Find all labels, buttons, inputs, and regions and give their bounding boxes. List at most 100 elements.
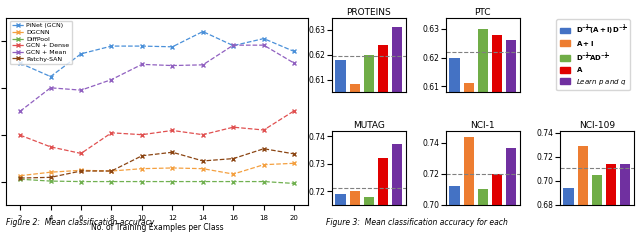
Bar [449, 186, 460, 250]
Bar [392, 28, 403, 250]
Bar [392, 144, 403, 250]
GCN + Mean [260, 44, 268, 47]
GCN + Dense [108, 131, 115, 134]
PiNet (GCN) [230, 44, 237, 47]
Bar [492, 174, 502, 250]
Bar [592, 175, 602, 250]
Patchy-SAN [230, 157, 237, 160]
Title: NCI-109: NCI-109 [579, 121, 615, 130]
Line: PiNet (GCN): PiNet (GCN) [18, 30, 296, 79]
Line: Patchy-SAN: Patchy-SAN [18, 147, 296, 180]
PiNet (GCN) [108, 44, 115, 48]
GCN + Mean [47, 86, 54, 89]
PiNet (GCN) [168, 45, 176, 48]
PiNet (GCN) [16, 62, 24, 65]
Bar [349, 84, 360, 250]
GCN + Mean [77, 89, 85, 92]
Bar [364, 197, 374, 250]
Bar [335, 194, 346, 250]
DiffPool [108, 180, 115, 183]
Bar [378, 158, 388, 250]
GCN + Dense [168, 129, 176, 132]
Bar [364, 55, 374, 250]
DGCNN [108, 170, 115, 172]
PiNet (GCN) [77, 52, 85, 55]
GCN + Mean [230, 44, 237, 47]
Legend: $\mathbf{D^{-\frac{1}{2}}(A + I)D^{-\frac{1}{2}}}$, $\mathbf{A + I}$, $\mathbf{D: $\mathbf{D^{-\frac{1}{2}}(A + I)D^{-\fra… [556, 19, 630, 90]
Bar [477, 190, 488, 250]
Bar [506, 148, 516, 250]
Patchy-SAN [108, 170, 115, 172]
Text: Figure 3:  Mean classification accuracy for each: Figure 3: Mean classification accuracy f… [326, 218, 508, 227]
Bar [463, 83, 474, 250]
GCN + Dense [16, 134, 24, 137]
Bar [577, 146, 588, 250]
DiffPool [291, 182, 298, 185]
Bar [606, 164, 616, 250]
Bar [335, 60, 346, 250]
GCN + Dense [230, 126, 237, 129]
DiffPool [168, 180, 176, 183]
GCN + Mean [291, 62, 298, 65]
DGCNN [168, 166, 176, 170]
GCN + Mean [16, 110, 24, 113]
DGCNN [230, 172, 237, 176]
GCN + Mean [108, 78, 115, 81]
DiffPool [230, 180, 237, 183]
Patchy-SAN [77, 170, 85, 172]
Bar [463, 137, 474, 250]
GCN + Dense [199, 133, 207, 136]
DiffPool [199, 180, 207, 183]
GCN + Mean [138, 63, 146, 66]
Patchy-SAN [199, 160, 207, 162]
GCN + Mean [199, 63, 207, 66]
Legend: PiNet (GCN), DGCNN, DiffPool, GCN + Dense, GCN + Mean, Patchy-SAN: PiNet (GCN), DGCNN, DiffPool, GCN + Dens… [10, 21, 72, 64]
DGCNN [47, 171, 54, 174]
DiffPool [138, 180, 146, 183]
PiNet (GCN) [260, 37, 268, 40]
GCN + Dense [47, 145, 54, 148]
Line: GCN + Mean: GCN + Mean [18, 43, 296, 113]
Patchy-SAN [260, 147, 268, 150]
GCN + Mean [168, 64, 176, 67]
Bar [506, 40, 516, 250]
Title: NCI-1: NCI-1 [470, 121, 495, 130]
DGCNN [199, 167, 207, 170]
DiffPool [260, 180, 268, 183]
Patchy-SAN [138, 154, 146, 157]
Text: Figure 2:  Mean classification accuracy: Figure 2: Mean classification accuracy [6, 218, 155, 227]
Bar [620, 164, 630, 250]
DGCNN [77, 169, 85, 172]
Patchy-SAN [47, 176, 54, 179]
Bar [349, 191, 360, 250]
GCN + Dense [260, 128, 268, 132]
Bar [492, 35, 502, 250]
DGCNN [138, 167, 146, 170]
X-axis label: No. of Training Examples per Class: No. of Training Examples per Class [91, 224, 223, 232]
PiNet (GCN) [291, 50, 298, 53]
DGCNN [260, 163, 268, 166]
Patchy-SAN [168, 151, 176, 154]
DiffPool [77, 180, 85, 183]
PiNet (GCN) [138, 44, 146, 48]
DGCNN [291, 162, 298, 165]
DiffPool [47, 180, 54, 182]
Patchy-SAN [16, 176, 24, 180]
Line: GCN + Dense: GCN + Dense [18, 109, 296, 156]
Line: DiffPool: DiffPool [18, 177, 296, 186]
Bar [477, 29, 488, 250]
PiNet (GCN) [47, 75, 54, 78]
Line: DGCNN: DGCNN [18, 161, 296, 178]
Title: PROTEINS: PROTEINS [346, 8, 391, 17]
Title: MUTAG: MUTAG [353, 121, 385, 130]
Patchy-SAN [291, 152, 298, 156]
Bar [378, 45, 388, 250]
DGCNN [16, 174, 24, 177]
GCN + Dense [77, 152, 85, 155]
GCN + Dense [291, 109, 298, 112]
DiffPool [16, 178, 24, 181]
Bar [563, 188, 573, 250]
PiNet (GCN) [199, 30, 207, 33]
GCN + Dense [138, 133, 146, 136]
Bar [449, 58, 460, 250]
